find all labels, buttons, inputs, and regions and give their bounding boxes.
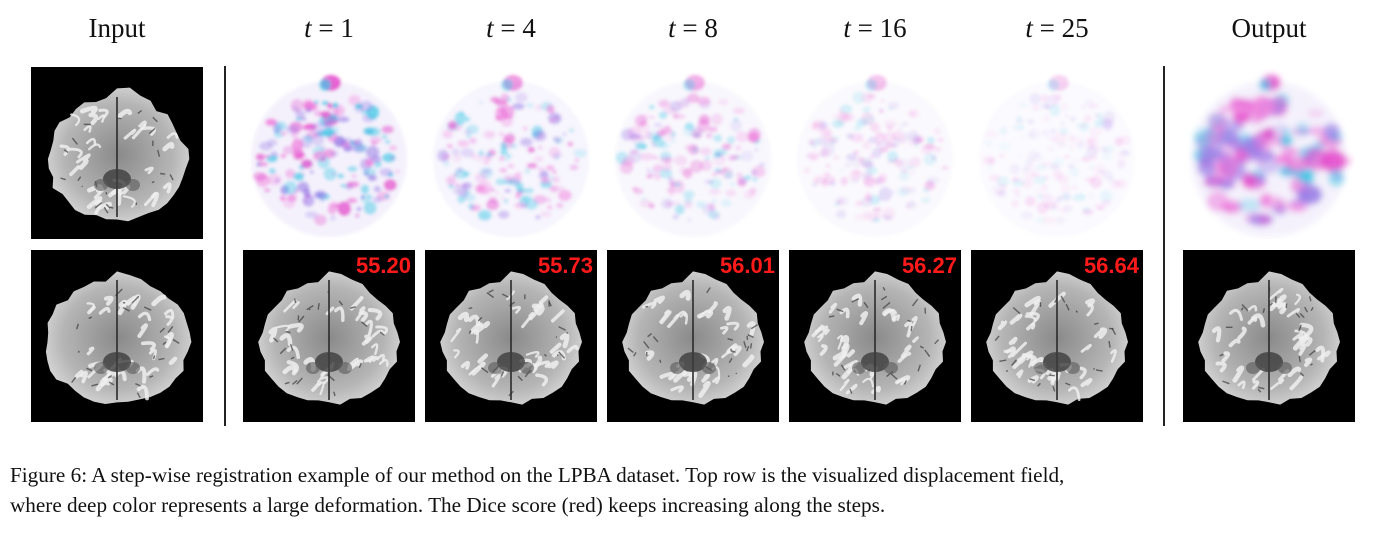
dice-score: 56.27 bbox=[901, 253, 957, 278]
separator-right bbox=[1163, 66, 1165, 426]
caption-line-2: where deep color represents a large defo… bbox=[10, 493, 886, 517]
step-eq: = bbox=[500, 13, 516, 43]
step-var: t bbox=[486, 13, 494, 43]
warped-brain-t4: 55.73 bbox=[425, 250, 597, 422]
warped-brain-t8: 56.01 bbox=[607, 250, 779, 422]
step-eq: = bbox=[318, 13, 334, 43]
header-output: Output bbox=[1231, 13, 1307, 43]
input-fixed-brain-image bbox=[31, 67, 203, 239]
step-eq: = bbox=[857, 13, 873, 43]
displacement-field-t4 bbox=[425, 67, 597, 239]
separator-left bbox=[224, 66, 226, 426]
step-num: 1 bbox=[340, 13, 354, 43]
step-eq: = bbox=[1039, 13, 1055, 43]
step-var: t bbox=[304, 13, 312, 43]
step-num: 25 bbox=[1061, 13, 1089, 43]
dice-score: 56.64 bbox=[1083, 253, 1139, 278]
displacement-field-t8 bbox=[607, 67, 779, 239]
caption-line-1: Figure 6: A step-wise registration examp… bbox=[10, 463, 1065, 487]
header-step-16: t = 16 bbox=[789, 6, 961, 50]
header-step-8: t = 8 bbox=[607, 6, 779, 50]
output-displacement-field bbox=[1183, 67, 1355, 239]
warped-brain-t25: 56.64 bbox=[971, 250, 1143, 422]
warped-brain-t1: 55.20 bbox=[243, 250, 415, 422]
step-var: t bbox=[668, 13, 676, 43]
header-input: Input bbox=[88, 13, 146, 43]
header-step-25: t = 25 bbox=[971, 6, 1143, 50]
dice-score: 56.01 bbox=[719, 253, 775, 278]
displacement-field-t1 bbox=[243, 67, 415, 239]
header-step-1: t = 1 bbox=[243, 6, 415, 50]
step-num: 8 bbox=[704, 13, 718, 43]
warped-brain-t16: 56.27 bbox=[789, 250, 961, 422]
displacement-field-t25 bbox=[971, 67, 1143, 239]
step-eq: = bbox=[682, 13, 698, 43]
step-var: t bbox=[843, 13, 851, 43]
output-warped-brain-image bbox=[1183, 250, 1355, 422]
step-var: t bbox=[1025, 13, 1033, 43]
dice-score: 55.20 bbox=[355, 253, 411, 278]
displacement-field-t16 bbox=[789, 67, 961, 239]
input-moving-brain-image bbox=[31, 250, 203, 422]
step-num: 16 bbox=[879, 13, 907, 43]
figure-caption: Figure 6: A step-wise registration examp… bbox=[10, 460, 1380, 520]
header-step-4: t = 4 bbox=[425, 6, 597, 50]
dice-score: 55.73 bbox=[537, 253, 593, 278]
step-num: 4 bbox=[522, 13, 536, 43]
